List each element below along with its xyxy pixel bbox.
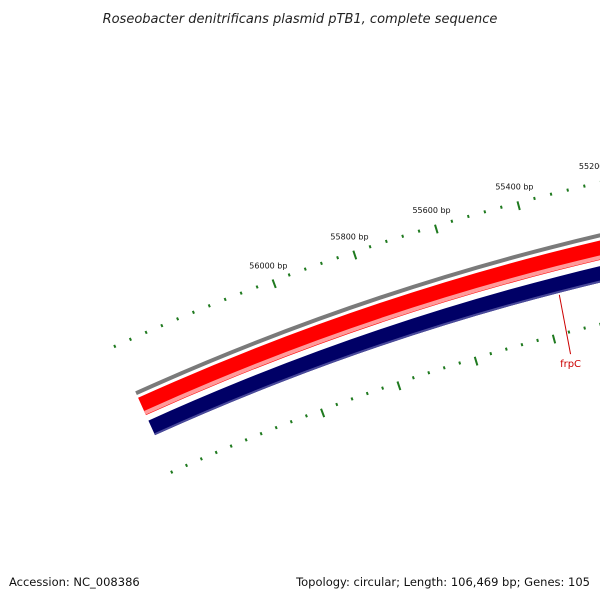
minor-tick [160, 323, 164, 328]
accession-text: Accession: NC_008386 [9, 575, 140, 589]
minor-tick [229, 444, 233, 448]
minor-tick [427, 371, 431, 375]
major-tick [516, 201, 521, 211]
minor-tick [401, 234, 405, 238]
minor-tick [442, 366, 446, 370]
tick-label: 55600 bp [412, 206, 450, 215]
tick-labels: 56000 bp 55800 bp 55600 bp 55400 bp 55200 bp… [249, 162, 600, 270]
minor-tick [458, 361, 462, 365]
minor-tick [303, 267, 307, 271]
minor-tick [549, 192, 553, 196]
minor-tick [450, 219, 454, 223]
major-tick [320, 408, 326, 418]
minor-tick [336, 255, 340, 260]
minor-tick [255, 285, 259, 289]
minor-tick [184, 463, 189, 468]
minor-tick [368, 244, 372, 249]
minor-tick [207, 304, 211, 308]
minor-tick [483, 210, 487, 214]
reverse-strand-band [148, 266, 600, 436]
minor-tick [381, 386, 385, 390]
minor-tick [223, 297, 227, 302]
tick-label: 55400 bp [495, 183, 533, 192]
major-tick [551, 334, 557, 344]
minor-tick [304, 414, 308, 418]
minor-tick [411, 376, 415, 380]
minor-tick [365, 391, 369, 396]
minor-tick [191, 310, 195, 315]
forward-strand-inner [144, 255, 600, 415]
outer-ticks [113, 180, 600, 349]
inner-ticks [170, 322, 600, 474]
summary-text: Topology: circular; Length: 106,469 bp; … [295, 575, 590, 589]
minor-tick [583, 326, 586, 330]
tick-label: 55200 bp [579, 162, 600, 171]
minor-tick [319, 261, 323, 266]
minor-tick [289, 419, 293, 424]
minor-tick [274, 425, 278, 430]
major-tick [473, 356, 479, 366]
minor-tick [113, 344, 117, 349]
major-tick [396, 381, 402, 391]
minor-tick [384, 239, 388, 244]
reverse-strand-edge [154, 280, 600, 436]
minor-tick [466, 214, 470, 219]
minor-tick [499, 205, 503, 209]
minor-tick [176, 317, 180, 321]
minor-tick [287, 273, 291, 277]
tick-label: 55800 bp [330, 232, 368, 241]
sequence-bands [135, 233, 600, 436]
minor-tick [214, 450, 218, 455]
minor-tick [335, 402, 339, 407]
major-tick [352, 250, 358, 260]
minor-tick [170, 470, 174, 474]
minor-tick [567, 330, 571, 334]
gene-pointer-line [558, 294, 572, 355]
map-title: Roseobacter denitrificans plasmid pTB1, … [103, 12, 498, 27]
minor-tick [417, 229, 421, 233]
minor-tick [259, 431, 263, 436]
minor-tick [199, 457, 203, 461]
minor-tick [583, 184, 586, 188]
minor-tick [566, 188, 570, 192]
gene-annotations: frpC [558, 294, 581, 370]
minor-tick [244, 438, 248, 442]
major-tick [271, 279, 277, 289]
forward-strand-band [138, 240, 600, 416]
minor-tick [520, 342, 524, 347]
minor-tick [504, 347, 508, 351]
minor-tick [128, 337, 132, 342]
backbone-line [135, 233, 600, 396]
tick-label: 56000 bp [249, 261, 287, 270]
major-tick [434, 224, 439, 234]
gene-label: frpC [560, 359, 581, 370]
minor-tick [350, 397, 354, 401]
minor-tick [536, 338, 539, 343]
minor-tick [533, 196, 536, 201]
minor-tick [489, 351, 493, 356]
minor-tick [239, 291, 243, 295]
minor-tick [144, 330, 148, 335]
